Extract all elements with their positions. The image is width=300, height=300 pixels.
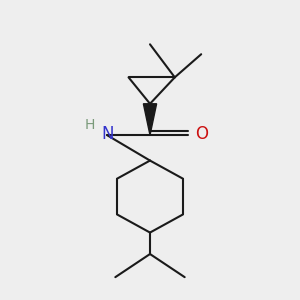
Text: H: H <box>85 118 95 132</box>
Text: O: O <box>195 125 208 143</box>
Text: N: N <box>102 125 114 143</box>
Polygon shape <box>143 104 157 135</box>
